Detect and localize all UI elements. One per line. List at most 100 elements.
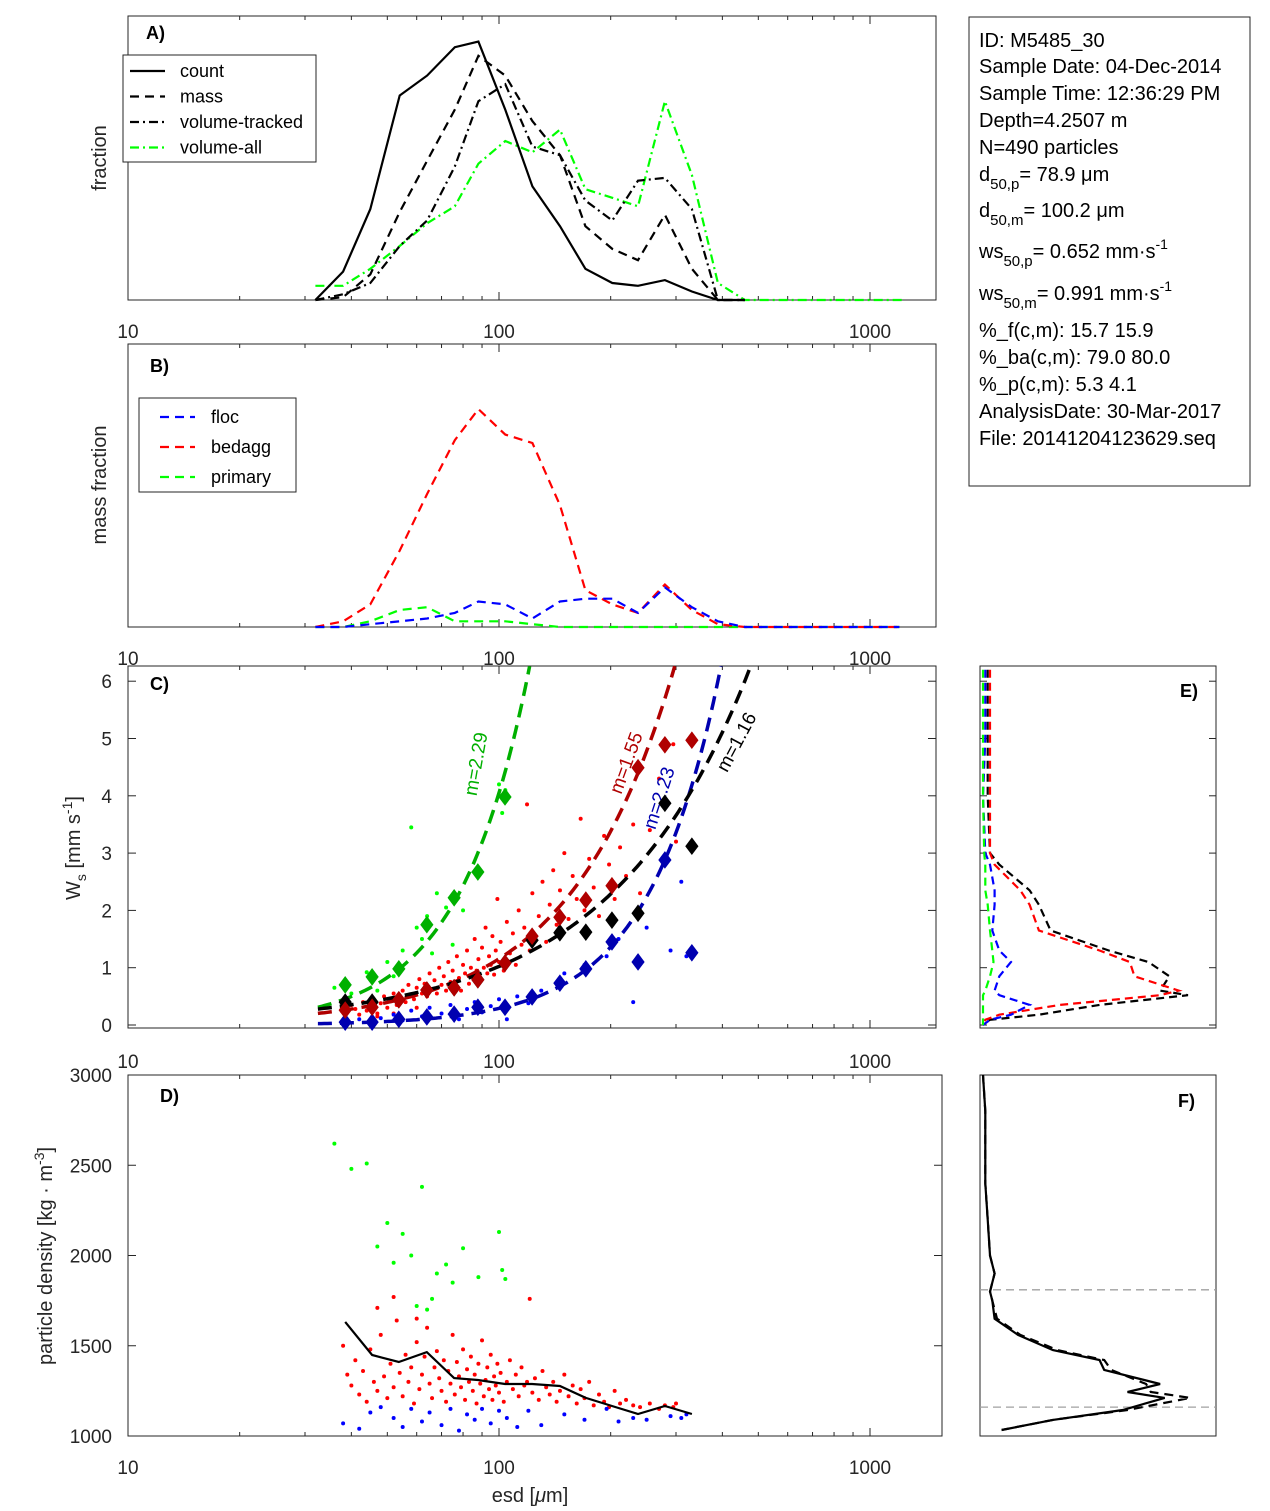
scatter-point-bedagg (414, 1340, 419, 1345)
scatter-point-floc (465, 1006, 470, 1011)
legend-label: floc (211, 407, 239, 427)
fit-line-all (317, 665, 753, 1011)
scatter-point-bedagg (490, 934, 495, 939)
fit-line-floc (317, 665, 723, 1026)
scatter-point-bedagg (432, 1365, 437, 1370)
median-diamond-all (658, 794, 672, 813)
scatter-point-floc (480, 1406, 485, 1411)
scatter-point-bedagg (444, 1399, 449, 1404)
ws-distribution-bedagg (981, 669, 1183, 1026)
scatter-point-primary (461, 1246, 466, 1251)
scatter-point-floc (604, 1406, 609, 1411)
median-diamond-bedagg (420, 981, 434, 999)
scatter-point-primary (414, 1304, 419, 1309)
scatter-point-primary (375, 1244, 380, 1249)
scatter-point-bedagg (578, 1387, 583, 1392)
median-diamond-primary (420, 915, 434, 934)
scatter-point-floc (456, 1017, 461, 1022)
scatter-point-bedagg (525, 802, 530, 807)
median-diamond-bedagg (525, 927, 539, 946)
scatter-point-primary (375, 988, 380, 993)
scatter-point-bedagg (441, 974, 446, 979)
scatter-point-bedagg (612, 1388, 617, 1393)
scatter-point-bedagg (566, 1394, 571, 1399)
scatter-point-bedagg (596, 1392, 601, 1397)
median-diamond-all (553, 923, 567, 942)
scatter-point-bedagg (570, 874, 575, 879)
info-text: = 100.2 μm (1023, 200, 1124, 222)
scatter-point-floc (378, 1405, 383, 1410)
scatter-point-floc (582, 1417, 587, 1422)
scatter-point-floc (448, 1002, 453, 1007)
scatter-point-bedagg (562, 851, 567, 856)
info-text: File: 20141204123629.seq (979, 428, 1216, 450)
scatter-point-bedagg (536, 914, 541, 919)
ws-distribution-floc (981, 669, 1033, 1026)
x-tick-label: 10 (117, 649, 138, 670)
scatter-point-bedagg (487, 1387, 492, 1392)
y-axis-label: fraction (89, 125, 111, 191)
scatter-point-floc (427, 1410, 432, 1415)
scatter-point-primary (332, 1141, 337, 1146)
scatter-point-bedagg (671, 742, 676, 747)
scatter-point-bedagg (425, 1325, 430, 1330)
scatter-point-bedagg (495, 896, 500, 901)
scatter-point-bedagg (341, 1343, 346, 1348)
y-tick-label: 5 (101, 730, 112, 751)
x-tick-label: 100 (483, 1458, 515, 1479)
scatter-point-bedagg (382, 1374, 387, 1379)
scatter-point-bedagg (551, 868, 556, 873)
scatter-point-bedagg (441, 1358, 446, 1363)
median-diamond-floc (605, 933, 619, 951)
scatter-point-primary (409, 1253, 414, 1258)
median-diamond-bedagg (338, 1001, 352, 1019)
scatter-point-bedagg (551, 1379, 556, 1384)
scatter-point-primary (430, 951, 435, 956)
info-text: %_ba(c,m): 79.0 80.0 (979, 347, 1170, 369)
info-sub: 50,p (1003, 253, 1032, 270)
scatter-point-bedagg (638, 1405, 643, 1410)
scatter-point-bedagg (476, 957, 481, 962)
series-line-volume-all (315, 97, 902, 302)
scatter-point-floc (539, 1423, 544, 1428)
scatter-point-bedagg (578, 816, 583, 821)
legend-label: mass (180, 87, 223, 107)
info-line: %_ba(c,m): 79.0 80.0 (979, 347, 1170, 369)
info-line: Depth=4.2507 m (979, 110, 1127, 132)
scatter-point-bedagg (485, 1365, 490, 1370)
median-diamond-floc (471, 998, 485, 1017)
scatter-point-bedagg (562, 1372, 567, 1377)
x-tick-label: 1000 (849, 1458, 891, 1479)
scatter-point-bedagg (444, 988, 449, 993)
y-tick-label: 2500 (70, 1156, 112, 1177)
scatter-point-bedagg (406, 982, 411, 987)
panel-label: B) (150, 356, 169, 376)
series-line-bedagg (315, 407, 900, 629)
panel-label: D) (160, 1086, 179, 1106)
scatter-point-bedagg (478, 1381, 483, 1386)
scatter-point-bedagg (465, 1367, 470, 1372)
scatter-point-bedagg (657, 776, 662, 781)
info-text: Sample Date: 04-Dec-2014 (979, 56, 1221, 78)
scatter-point-bedagg (454, 1359, 459, 1364)
label-part: μ (534, 1485, 546, 1507)
info-text: AnalysisDate: 30-Mar-2017 (979, 401, 1221, 423)
scatter-point-floc (668, 948, 673, 953)
info-sub: 50,m (1003, 295, 1036, 312)
scatter-point-bedagg (461, 962, 466, 967)
median-diamond-all (579, 923, 593, 942)
scatter-point-primary (391, 1260, 396, 1265)
scatter-point-primary (409, 825, 414, 830)
median-diamond-floc (392, 1010, 406, 1029)
median-diamond-primary (392, 960, 406, 978)
scatter-point-bedagg (587, 856, 592, 861)
scatter-point-bedagg (498, 1370, 503, 1375)
y-axis-label: mass fraction (89, 426, 111, 545)
scatter-point-bedagg (554, 1399, 559, 1404)
scatter-point-primary (444, 1262, 449, 1267)
scatter-point-bedagg (409, 1365, 414, 1370)
label-part: [mm s (63, 814, 85, 874)
scatter-point-bedagg (463, 1397, 468, 1402)
scatter-point-bedagg (450, 1332, 455, 1337)
